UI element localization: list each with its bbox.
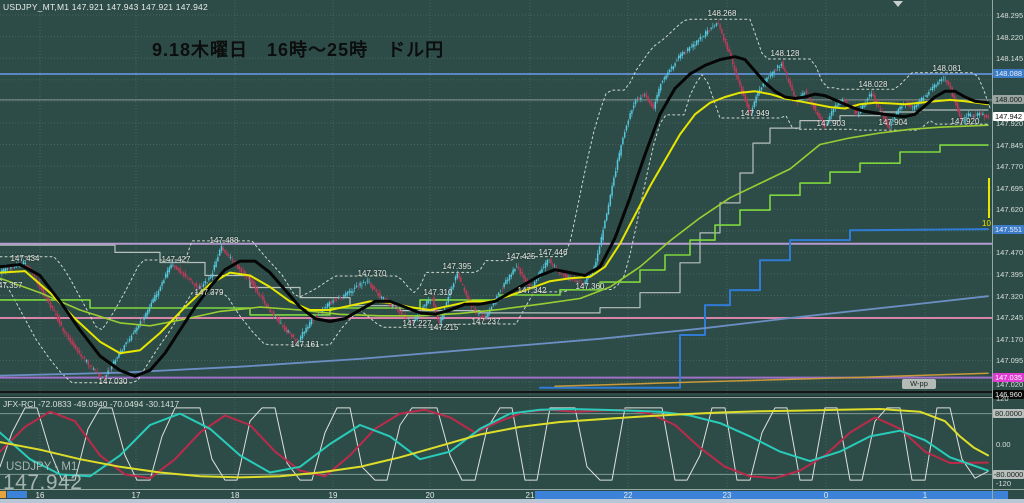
price-axis-box: 147.035 (993, 373, 1024, 383)
steelblue-slow-ma (0, 295, 989, 377)
time-axis-label[interactable]: 18 (230, 491, 240, 500)
rci-white-line (0, 407, 989, 481)
timeaxis-separator (0, 489, 1024, 490)
pane-separator[interactable] (0, 397, 1024, 398)
price-axis-tick: 147.320 (996, 291, 1024, 301)
time-axis-label[interactable]: 21 (525, 491, 535, 500)
time-axis-label[interactable]: 0 (823, 491, 829, 500)
green-step-line (0, 144, 989, 316)
session-annotation-text: 9.18木曜日 16時～25時 ドル円 (152, 40, 445, 60)
swing-price-label: 147.903 (816, 119, 846, 128)
price-axis-tick: 148.220 (996, 32, 1024, 42)
price-axis-box: 146.960 (993, 390, 1024, 399)
pane-separator-shadow (0, 396, 1024, 397)
time-axis-label[interactable]: 22 (623, 491, 633, 500)
swing-price-label: 147.030 (98, 377, 128, 386)
chart-shift-marker-icon[interactable] (893, 1, 903, 7)
envelope-bands (0, 18, 991, 384)
price-axis-tick: 147.245 (996, 313, 1024, 323)
time-axis-label[interactable]: 16 (35, 491, 45, 500)
price-axis-tick: 147.095 (996, 356, 1024, 366)
swing-price-label: 147.370 (357, 269, 387, 278)
swing-price-label: 147.395 (442, 262, 472, 271)
indicator-axis-box: -80.0000 (993, 470, 1024, 479)
indicator-axis-tick: -120 (996, 479, 1012, 488)
price-axis-tick: 147.395 (996, 270, 1024, 280)
swing-price-label: 147.360 (575, 282, 605, 291)
price-axis-tick: 148.295 (996, 11, 1024, 20)
price-axis-box: 148.088 (993, 69, 1024, 79)
price-axis-box: 147.942 (993, 112, 1024, 122)
yellow-ma (0, 90, 989, 355)
indicator-pane (0, 407, 992, 481)
swing-price-label: 147.379 (194, 288, 224, 297)
rci-red-line (0, 408, 989, 480)
indicator-axis-box: 80.0000 (993, 409, 1024, 418)
time-axis (0, 491, 1008, 499)
price-axis-box: 147.551 (993, 224, 1024, 234)
session-start-marker (0, 491, 6, 498)
price-axis-tick: 147.920 (996, 118, 1024, 128)
main-pane (0, 18, 992, 394)
price-axis-separator (992, 0, 993, 499)
pip-ruler-value: 10 (982, 219, 991, 228)
swing-price-label: 147.161 (290, 340, 320, 349)
weekly-pivot-tag: W-pp (902, 379, 936, 389)
swing-price-label: 147.237 (471, 317, 501, 326)
time-axis-label[interactable]: 17 (131, 491, 141, 500)
indicator-axis-tick: 120 (996, 394, 1009, 403)
price-axis-box: 148.000 (993, 95, 1024, 105)
price-axis-tick: 147.470 (996, 248, 1024, 258)
window-bottom-edge (0, 499, 1024, 503)
time-axis-label[interactable]: 1 (922, 491, 928, 500)
swing-price-label: 148.128 (770, 49, 800, 58)
rci-yellow-line (0, 408, 989, 479)
watermark-symbol: USDJPY - M1 (6, 461, 78, 473)
price-axis-tick: 147.170 (996, 334, 1024, 344)
swing-price-label: 147.904 (878, 118, 908, 127)
indicator-axis-tick: 0.00 (996, 440, 1011, 449)
swing-price-label: 147.949 (740, 109, 770, 118)
swing-price-label: 148.268 (707, 9, 737, 18)
swing-price-label: 147.446 (538, 248, 568, 257)
swing-price-label: 147.310 (423, 288, 453, 297)
swing-price-label: 147.434 (10, 254, 40, 263)
swing-price-label: 147.342 (517, 286, 547, 295)
swing-price-label: 147.488 (209, 236, 239, 245)
time-axis-label[interactable]: 20 (425, 491, 435, 500)
gray-step-line (0, 109, 989, 314)
price-axis-tick: 147.845 (996, 140, 1024, 150)
mini-session-bar (7, 491, 27, 498)
price-axis-tick: 147.020 (996, 380, 1024, 389)
swing-price-label: 147.920 (950, 117, 980, 126)
swing-price-label: 147.227 (402, 319, 432, 328)
candles-layer (1, 19, 990, 382)
swing-price-label: 147.215 (429, 323, 459, 332)
ohlc-info-bar: USDJPY_MT,M1 147.921 147.943 147.921 147… (3, 2, 208, 12)
time-axis-label[interactable]: 23 (722, 491, 732, 500)
blue-step-line (539, 228, 989, 389)
black-ma (0, 55, 990, 378)
swing-price-label: 147.357 (0, 281, 23, 290)
swing-price-label: 148.081 (932, 64, 962, 73)
price-axis-tick: 147.620 (996, 205, 1024, 215)
rci-cyan-line (0, 408, 989, 478)
swing-price-label: 147.425 (506, 252, 536, 261)
time-axis-label[interactable]: 19 (328, 491, 338, 500)
price-axis-tick: 148.145 (996, 54, 1024, 64)
price-axis-tick: 147.695 (996, 183, 1024, 193)
gold-pivot-line (554, 372, 989, 388)
session-highlight-bar (535, 491, 1008, 499)
price-axis-tick: 147.770 (996, 162, 1024, 172)
swing-price-label: 148.028 (858, 80, 888, 89)
rci-indicator-label: JFX-RCI -72.0833 -49.0940 -70.0494 -30.1… (3, 399, 180, 409)
watermark-price: 147.942 (3, 471, 83, 494)
swing-price-label: 147.427 (161, 255, 191, 264)
